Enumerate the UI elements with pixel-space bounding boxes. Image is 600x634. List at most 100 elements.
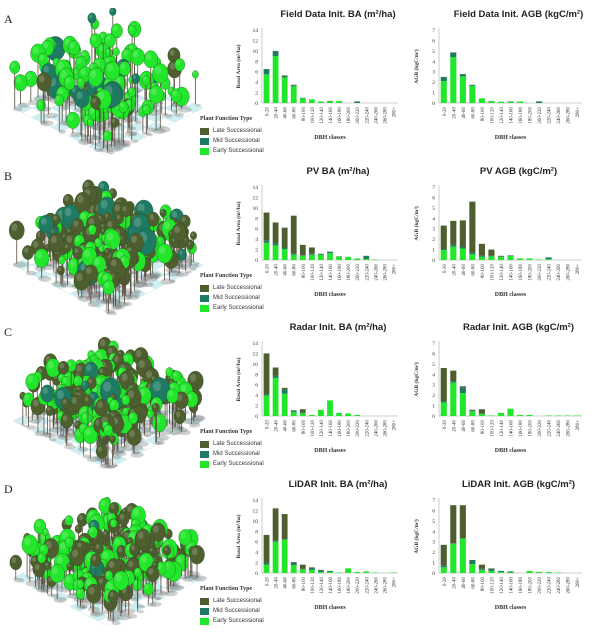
legend-label: Late Successional: [213, 285, 262, 291]
bar-late: [290, 215, 297, 254]
tree-crown: [67, 40, 80, 55]
y-tick-label: 0: [432, 414, 435, 420]
x-tick-label: 40-60: [284, 420, 289, 432]
bar-late: [459, 505, 466, 539]
bar-early: [545, 258, 552, 260]
bar-mid: [459, 246, 466, 249]
tree-crown: [49, 564, 65, 583]
x-tick-label: 60-80: [471, 264, 476, 276]
tree-crown: [166, 388, 179, 404]
tree-crown: [74, 88, 90, 108]
bar-early: [354, 414, 361, 416]
legend-item-early: Early Successional: [200, 459, 300, 469]
tree-crown: [95, 398, 109, 416]
y-tick-label: 14: [253, 341, 259, 347]
legend-item-mid: Mid Successional: [200, 606, 300, 616]
bar-early: [299, 255, 306, 260]
y-tick-label: 1: [432, 561, 435, 567]
legend-item-late: Late Successional: [200, 596, 300, 606]
y-tick-label: 2: [432, 80, 435, 86]
y-tick-label: 8: [255, 59, 258, 65]
legend-label: Mid Successional: [213, 451, 260, 457]
bar-early: [545, 571, 552, 573]
tree-crown: [13, 74, 28, 92]
bar-late: [281, 227, 288, 248]
bar-mid: [469, 560, 476, 565]
bar-late: [281, 75, 288, 76]
y-tick-label: 2: [432, 393, 435, 399]
y-axis-label: Basal Area (m²/ha): [235, 514, 242, 558]
bar-early: [536, 259, 543, 260]
x-tick-label: 140-160: [510, 577, 515, 594]
x-tick-label: 240-260: [557, 107, 562, 124]
tree-crown: [64, 536, 74, 548]
bar-mid: [450, 543, 457, 544]
x-tick-label: 140-160: [329, 577, 334, 594]
agb-chart: LiDAR Init. AGB (kgC/m²) 0 1 2 3 4 5 6 7 AGB (kgC…: [413, 479, 582, 611]
y-tick-label: 6: [432, 195, 435, 201]
legend-item-late: Late Successional: [200, 283, 300, 293]
bar-mid: [478, 255, 485, 257]
y-tick-label: 4: [432, 216, 435, 222]
x-tick-label: 140-160: [510, 107, 515, 124]
legend-label: Early Successional: [213, 305, 264, 311]
forest-rendering: [9, 497, 207, 627]
y-tick-label: 8: [255, 216, 258, 222]
x-tick-label: 180-200: [529, 577, 534, 594]
tree-crown: [143, 582, 154, 596]
bar-late: [308, 247, 315, 254]
x-tick-label: 240-260: [374, 577, 379, 594]
x-tick-label: 80-100: [302, 577, 307, 592]
x-tick-label: 20-40: [452, 264, 457, 276]
chart-title: PV AGB (kgC/m²): [480, 166, 557, 177]
x-tick-label: 180-200: [529, 264, 534, 281]
y-tick-label: 0: [255, 258, 258, 264]
legend-item-mid: Mid Successional: [200, 136, 300, 146]
x-tick-label: 140-160: [329, 420, 334, 437]
x-tick-label: 220-240: [548, 107, 553, 124]
bar-early: [450, 382, 457, 416]
y-tick-label: 2: [255, 561, 258, 567]
bar-early: [516, 414, 524, 416]
bar-early: [564, 415, 571, 416]
bar-mid: [263, 240, 270, 243]
panel-b: B Plant Function Type Late Successional Mid…: [0, 157, 600, 315]
bar-mid: [440, 401, 447, 403]
bar-late: [440, 368, 447, 402]
bar-early: [526, 570, 533, 573]
y-tick-label: 2: [432, 237, 435, 243]
bar-early: [336, 100, 342, 103]
forest-rendering: [9, 8, 204, 157]
tree-crown: [61, 397, 71, 409]
panel-label: D: [4, 482, 13, 496]
tree-crown: [126, 427, 142, 446]
tree-crown: [87, 526, 98, 539]
bar-mid: [272, 51, 279, 57]
tree-crown: [40, 384, 55, 403]
bar-mid: [450, 381, 457, 383]
bar-early: [336, 572, 342, 573]
y-axis-label: AGB (kgC/m²): [413, 49, 420, 84]
tree-crown: [34, 248, 50, 268]
bar-early: [272, 56, 279, 103]
legend-item-early: Early Successional: [200, 616, 300, 626]
bar-early: [299, 98, 306, 103]
legend-swatch: [200, 460, 209, 468]
y-tick-label: 8: [255, 529, 258, 535]
bar-early: [272, 245, 279, 260]
ba-chart: Field Data Init. BA (m²/ha) 0 2 4 6 8 10 12 14 Ba…: [235, 9, 398, 141]
x-tick-label: 100-120: [311, 107, 316, 124]
tree-crown: [82, 425, 98, 444]
x-tick-label: 180-200: [347, 577, 352, 594]
x-tick-label: 280+: [392, 420, 397, 431]
x-tick-label: 140-160: [510, 264, 515, 281]
x-tick-label: 220-240: [365, 107, 370, 124]
bar-early: [354, 258, 361, 260]
tree-crown: [76, 579, 85, 589]
tree-crown: [128, 411, 138, 425]
bar-mid: [497, 570, 505, 572]
bar-early: [308, 99, 315, 103]
y-tick-label: 2: [255, 91, 258, 97]
tree-crown: [133, 567, 142, 578]
bar-early: [299, 413, 306, 416]
